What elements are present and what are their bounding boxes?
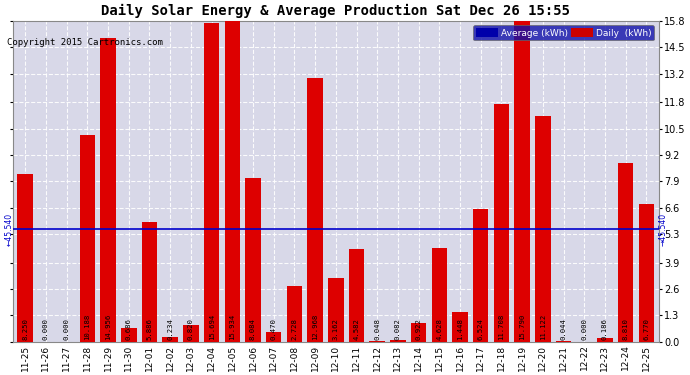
Bar — [245, 178, 261, 342]
Text: 8.084: 8.084 — [250, 318, 256, 340]
Text: 10.188: 10.188 — [84, 314, 90, 340]
Text: 15.934: 15.934 — [229, 314, 235, 340]
Text: 0.048: 0.048 — [374, 318, 380, 340]
Legend: Average (kWh), Daily  (kWh): Average (kWh), Daily (kWh) — [473, 26, 654, 40]
Text: 0.000: 0.000 — [581, 318, 587, 340]
Bar — [452, 312, 468, 342]
Text: 0.000: 0.000 — [43, 318, 49, 340]
Bar — [100, 38, 116, 342]
Bar — [79, 135, 95, 342]
Text: 2.728: 2.728 — [291, 318, 297, 340]
Bar — [162, 337, 178, 342]
Bar — [535, 116, 551, 342]
Bar — [183, 325, 199, 342]
Text: 5.886: 5.886 — [146, 318, 152, 340]
Bar — [141, 222, 157, 342]
Text: 0.686: 0.686 — [126, 318, 132, 340]
Bar — [514, 21, 530, 342]
Bar — [307, 78, 323, 342]
Text: 1.448: 1.448 — [457, 318, 463, 340]
Bar — [204, 23, 219, 342]
Title: Daily Solar Energy & Average Production Sat Dec 26 15:55: Daily Solar Energy & Average Production … — [101, 4, 571, 18]
Text: 0.234: 0.234 — [167, 318, 173, 340]
Bar — [390, 340, 406, 342]
Text: 0.044: 0.044 — [560, 318, 566, 340]
Text: 6.524: 6.524 — [477, 318, 484, 340]
Text: 6.770: 6.770 — [643, 318, 649, 340]
Text: 0.820: 0.820 — [188, 318, 194, 340]
Text: 4.582: 4.582 — [353, 318, 359, 340]
Bar — [328, 278, 344, 342]
Bar — [17, 174, 33, 342]
Bar — [597, 338, 613, 342]
Bar — [348, 249, 364, 342]
Bar — [493, 104, 509, 342]
Text: 11.122: 11.122 — [540, 314, 546, 340]
Text: 0.000: 0.000 — [63, 318, 70, 340]
Text: 4.628: 4.628 — [436, 318, 442, 340]
Text: →45.540: →45.540 — [658, 213, 667, 246]
Bar — [638, 204, 654, 342]
Bar — [473, 209, 489, 342]
Bar — [224, 18, 240, 342]
Text: ←45.540: ←45.540 — [4, 213, 13, 246]
Text: 15.790: 15.790 — [519, 314, 525, 340]
Bar — [431, 248, 447, 342]
Text: 8.810: 8.810 — [622, 318, 629, 340]
Text: 11.708: 11.708 — [498, 314, 504, 340]
Text: 0.922: 0.922 — [415, 318, 422, 340]
Text: 0.186: 0.186 — [602, 318, 608, 340]
Text: Copyright 2015 Cartronics.com: Copyright 2015 Cartronics.com — [7, 38, 163, 47]
Bar — [286, 286, 302, 342]
Text: 0.082: 0.082 — [395, 318, 401, 340]
Text: 3.162: 3.162 — [333, 318, 339, 340]
Bar — [369, 341, 385, 342]
Text: 14.956: 14.956 — [105, 314, 111, 340]
Text: 8.250: 8.250 — [22, 318, 28, 340]
Bar — [266, 332, 282, 342]
Text: 0.470: 0.470 — [270, 318, 277, 340]
Bar — [411, 323, 426, 342]
Bar — [121, 328, 137, 342]
Text: 12.968: 12.968 — [312, 314, 318, 340]
Text: 15.694: 15.694 — [208, 314, 215, 340]
Bar — [618, 163, 633, 342]
Bar — [555, 341, 571, 342]
